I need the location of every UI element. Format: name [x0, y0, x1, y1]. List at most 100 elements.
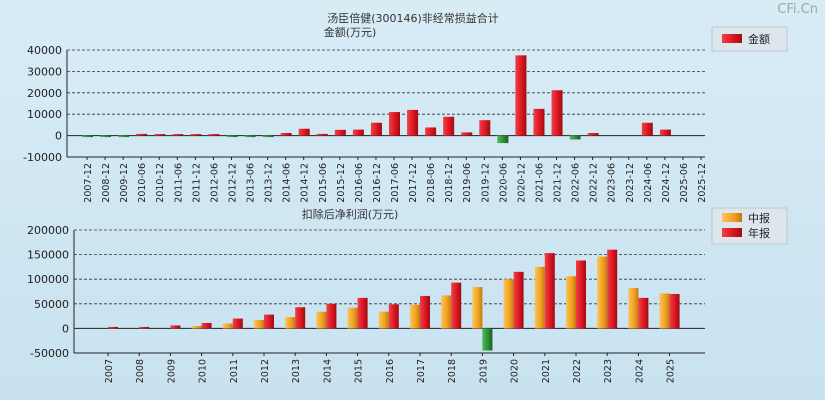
chart1-x-tick-label: 2008-12 [101, 163, 112, 203]
chart1-x-tick-label: 2019-06 [462, 163, 473, 203]
bar-amount-2024-12 [659, 129, 671, 136]
chart2-x-tick-label: 2024 [634, 359, 645, 383]
chart1-x-tick-label: 2016-12 [372, 163, 383, 203]
chart2-x-tick-label: 2020 [510, 359, 521, 383]
chart2-x-tick-label: 2012 [260, 359, 271, 383]
legend-label-interim: 中报 [748, 211, 770, 225]
chart2-x-tick-label: 2010 [198, 359, 209, 383]
chart2-x-tick-label: 2018 [447, 359, 458, 383]
bar-interim-2025 [659, 293, 670, 329]
chart2-legend: 中报 年报 [711, 207, 788, 245]
chart1-x-tick-label: 2022-06 [571, 163, 582, 203]
chart1-x-tick-label: 2012-12 [227, 163, 238, 203]
bar-interim-2014 [316, 311, 327, 329]
chart1-x-tick-label: 2014-06 [282, 163, 293, 203]
bar-amount-2011-12 [190, 134, 202, 136]
chart2-y-tick-label: 100000 [27, 273, 69, 286]
bar-amount-2016-06 [352, 129, 364, 136]
chart2-bars [108, 249, 680, 351]
chart2-x-tick-label: 2008 [135, 359, 146, 383]
chart1-x-tick-label: 2024-06 [643, 163, 654, 203]
bar-annual-2025 [669, 293, 680, 329]
bar-amount-2014-12 [298, 128, 310, 136]
chart2-y-tick-label: 150000 [27, 249, 69, 262]
chart1-x-tick-label: 2025-06 [679, 163, 690, 203]
chart1-x-ticks: 2007-12 2008-12 2009-12 2010-06 2010-12 2011-… [83, 157, 708, 203]
bar-amount-2014-06 [280, 133, 292, 136]
chart1-x-tick-label: 2013-06 [246, 163, 257, 203]
chart1-y-tick-label: 10000 [27, 108, 62, 121]
bar-amount-2021-06 [533, 108, 545, 136]
bar-annual-2022 [576, 260, 586, 329]
chart2-x-tick-label: 2022 [572, 359, 583, 383]
chart2-x-tick-label: 2014 [322, 359, 333, 383]
chart1-x-tick-label: 2015-06 [318, 163, 329, 203]
legend-swatch-interim [722, 213, 742, 222]
bar-interim-2021 [534, 266, 545, 329]
bar-annual-2012 [264, 314, 274, 329]
bar-amount-2022-06 [569, 135, 581, 140]
chart2-y-ticks: 200000 150000 100000 50000 0 -50000 [27, 224, 69, 360]
chart2-x-tick-label: 2011 [229, 359, 240, 383]
chart2-x-tick-label: 2013 [291, 359, 302, 383]
chart1-x-tick-label: 2017-12 [408, 163, 419, 203]
bar-amount-2018-06 [425, 127, 437, 136]
chart1-x-tick-label: 2015-12 [336, 163, 347, 203]
bar-amount-2019-12 [479, 120, 491, 136]
chart1-x-tick-label: 2011-06 [173, 163, 184, 203]
chart-nonrecurring: 汤臣倍健(300146)非经常损益合计 金额(万元) 40000 30000 200… [23, 11, 788, 203]
bar-annual-2019 [482, 328, 493, 351]
bar-interim-2010 [191, 325, 202, 329]
chart1-x-tick-label: 2007-12 [83, 163, 94, 203]
chart2-x-tick-label: 2023 [603, 359, 614, 383]
chart1-y-tick-label: -10000 [23, 151, 62, 164]
chart2-x-tick-label: 2019 [478, 359, 489, 383]
chart1-x-tick-label: 2023-12 [625, 163, 636, 203]
chart2-x-ticks: 2007 2008 2009 2010 2011 2012 2013 2014 2015 2016… [104, 353, 677, 383]
chart2-x-tick-label: 2009 [166, 359, 177, 383]
chart1-legend: 金额 [711, 26, 788, 52]
chart2-x-tick-label: 2015 [354, 359, 365, 383]
bar-annual-2017 [420, 295, 430, 329]
bar-amount-2022-12 [587, 133, 599, 136]
chart1-x-tick-label: 2018-12 [444, 163, 455, 203]
bar-amount-2011-06 [172, 134, 184, 136]
bar-amount-2013-06 [244, 135, 256, 138]
chart2-x-tick-label: 2021 [541, 359, 552, 383]
bar-amount-2017-12 [407, 109, 419, 136]
chart1-x-tick-label: 2013-12 [264, 163, 275, 203]
chart1-x-tick-label: 2014-12 [300, 163, 311, 203]
bar-interim-2019 [472, 287, 483, 329]
bar-interim-2017 [410, 304, 420, 329]
chart1-x-tick-label: 2016-06 [354, 163, 365, 203]
bar-amount-2010-06 [136, 133, 148, 136]
chart1-bars [82, 55, 671, 144]
bar-interim-2012 [254, 320, 264, 329]
chart1-x-tick-label: 2011-12 [191, 163, 202, 203]
chart1-x-tick-label: 2023-06 [607, 163, 618, 203]
chart1-x-tick-label: 2022-12 [589, 163, 600, 203]
bar-amount-2009-12 [118, 135, 130, 138]
bar-annual-2020 [513, 271, 524, 329]
bar-amount-2008-12 [100, 135, 112, 138]
chart1-x-tick-label: 2025-12 [697, 163, 708, 203]
bar-annual-2011 [232, 318, 243, 329]
chart2-x-tick-label: 2016 [385, 359, 396, 383]
bar-annual-2018 [451, 282, 462, 329]
bar-interim-2016 [378, 311, 389, 329]
chart1-x-tick-label: 2024-12 [661, 163, 672, 203]
bar-annual-2007 [108, 326, 118, 329]
chart2-y-tick-label: 50000 [34, 298, 69, 311]
chart2-x-tick-label: 2025 [666, 359, 677, 383]
legend-label-annual: 年报 [748, 226, 770, 240]
bar-annual-2023 [607, 249, 618, 329]
chart1-y-tick-label: 20000 [27, 87, 62, 100]
bar-interim-2011 [222, 323, 233, 329]
bar-interim-2020 [503, 279, 514, 329]
chart1-y-tick-label: 30000 [27, 65, 62, 78]
bar-amount-2020-06 [497, 135, 509, 144]
bar-amount-2012-06 [208, 134, 220, 136]
bar-amount-2015-06 [316, 133, 328, 136]
bar-interim-2015 [347, 307, 358, 329]
